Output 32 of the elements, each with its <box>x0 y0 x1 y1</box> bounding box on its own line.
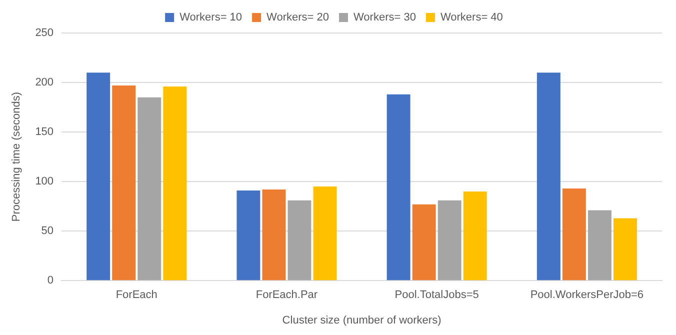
bar <box>386 94 410 280</box>
legend-label: Workers= 30 <box>354 12 416 24</box>
bar <box>613 218 637 280</box>
bar <box>463 191 487 280</box>
bar <box>86 72 110 280</box>
bar <box>288 200 312 280</box>
bar <box>562 188 586 280</box>
bar <box>262 189 286 280</box>
bar <box>138 97 162 280</box>
bar <box>412 204 436 280</box>
y-tick-label: 50 <box>41 225 54 238</box>
bar <box>536 72 560 280</box>
bar <box>313 186 337 280</box>
legend-label: Workers= 20 <box>266 12 330 24</box>
x-axis-title: Cluster size (number of workers) <box>282 314 442 326</box>
y-tick-label: 150 <box>35 126 54 138</box>
y-tick-label: 200 <box>35 76 54 89</box>
x-tick-label: Pool.WorkersPerJob=6 <box>530 289 644 302</box>
bar <box>588 210 612 280</box>
y-tick-label: 250 <box>35 27 54 40</box>
y-axis-title: Processing time (seconds) <box>10 92 23 222</box>
bar <box>438 200 462 280</box>
bar <box>236 190 260 280</box>
bar <box>112 85 136 280</box>
x-tick-label: Pool.TotalJobs=5 <box>394 289 479 302</box>
x-tick-label: ForEach <box>116 289 158 302</box>
y-tick-label: 0 <box>47 274 54 287</box>
x-tick-label: ForEach.Par <box>256 289 318 302</box>
legend-label: Workers= 10 <box>180 12 242 24</box>
y-tick-label: 100 <box>35 176 54 188</box>
bar <box>163 86 187 280</box>
legend-label: Workers= 40 <box>440 12 503 24</box>
